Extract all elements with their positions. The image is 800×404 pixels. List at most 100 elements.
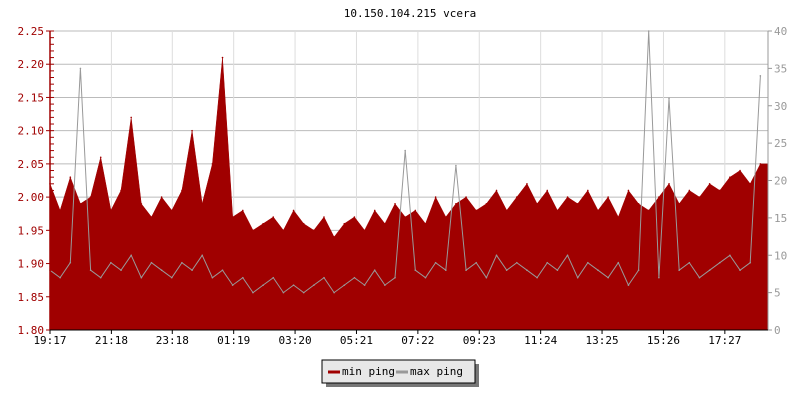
min-ping-point <box>140 202 143 205</box>
max-ping-point <box>434 261 437 264</box>
min-ping-point <box>323 216 325 218</box>
min-ping-point <box>627 189 630 192</box>
x-tick-label: 17:27 <box>708 334 741 347</box>
max-ping-point <box>658 276 660 279</box>
max-ping-point <box>160 269 163 272</box>
max-ping-point <box>140 276 143 279</box>
y-right-tick-label: 0 <box>774 324 781 337</box>
min-ping-point <box>384 222 386 225</box>
min-ping-point <box>79 202 82 205</box>
max-ping-point <box>455 164 457 167</box>
max-ping-point <box>89 269 92 272</box>
min-ping-point <box>434 196 437 198</box>
legend-max-label: max ping <box>410 365 463 378</box>
y-left-tick-label: 2.20 <box>18 58 45 71</box>
max-ping-point <box>292 284 295 286</box>
x-tick-label: 15:26 <box>647 334 680 347</box>
y-left-tick-label: 2.25 <box>18 25 45 38</box>
max-ping-point <box>576 276 579 279</box>
min-ping-point <box>749 183 752 185</box>
min-ping-point <box>272 216 275 218</box>
max-ping-point <box>191 269 193 272</box>
min-ping-point <box>576 202 579 205</box>
max-ping-point <box>414 269 417 272</box>
y-left-tick-label: 2.10 <box>18 125 45 138</box>
max-ping-point <box>170 276 173 279</box>
min-ping-point <box>120 189 122 192</box>
max-ping-point <box>505 269 508 272</box>
max-ping-point <box>272 276 275 279</box>
max-ping-point <box>384 284 386 286</box>
x-tick-label: 09:23 <box>463 334 496 347</box>
min-ping-point <box>698 196 701 198</box>
max-ping-point <box>526 269 528 272</box>
max-ping-point <box>99 276 102 279</box>
max-ping-point <box>587 261 589 264</box>
max-ping-point <box>231 284 234 286</box>
min-ping-point <box>99 156 102 159</box>
x-tick-label: 11:24 <box>524 334 557 347</box>
y-right-tick-label: 20 <box>774 175 787 188</box>
min-ping-point <box>536 202 538 205</box>
y-right-tick-label: 30 <box>774 100 787 113</box>
min-ping-point <box>363 229 366 232</box>
max-ping-point <box>252 291 254 294</box>
min-ping-point <box>302 222 305 225</box>
min-ping-point <box>485 202 488 205</box>
min-ping-point <box>587 189 589 192</box>
max-ping-point <box>242 276 244 279</box>
y-right-tick-label: 40 <box>774 25 787 38</box>
max-ping-point <box>363 284 366 286</box>
min-ping-point <box>647 209 650 212</box>
max-ping-point <box>394 276 396 279</box>
min-ping-point <box>110 209 112 212</box>
x-tick-label: 03:20 <box>279 334 312 347</box>
max-ping-point <box>749 261 752 264</box>
min-ping-point <box>729 176 731 178</box>
min-ping-point <box>211 163 214 165</box>
min-ping-point <box>444 216 447 218</box>
max-ping-point <box>637 269 640 272</box>
min-ping-point <box>292 209 295 212</box>
max-ping-point <box>566 254 569 257</box>
min-ping-point <box>150 216 153 218</box>
min-ping-point <box>739 169 741 172</box>
max-ping-point <box>211 276 214 279</box>
min-ping-point <box>262 222 264 225</box>
max-ping-point <box>708 269 711 272</box>
max-ping-point <box>150 261 153 264</box>
min-ping-point <box>373 209 376 212</box>
x-tick-label: 13:25 <box>585 334 618 347</box>
min-ping-point <box>282 229 285 232</box>
min-ping-point <box>191 129 193 132</box>
max-ping-point <box>221 269 224 272</box>
max-ping-point <box>404 149 406 152</box>
max-ping-point <box>597 269 599 272</box>
max-ping-point <box>373 269 376 272</box>
min-ping-point <box>505 209 508 212</box>
x-tick-label: 07:22 <box>401 334 434 347</box>
max-ping-point <box>485 276 488 279</box>
y-right-tick-label: 10 <box>774 249 787 262</box>
x-tick-label: 21:18 <box>95 334 128 347</box>
max-ping-point <box>69 261 72 264</box>
max-ping-point <box>668 97 670 100</box>
y-left-tick-label: 2.00 <box>18 191 45 204</box>
max-ping-point <box>262 284 264 286</box>
max-ping-point <box>495 254 498 257</box>
min-ping-point <box>455 202 457 205</box>
max-ping-point <box>110 261 112 264</box>
max-ping-point <box>647 30 650 32</box>
min-ping-point <box>313 229 315 232</box>
min-ping-point <box>414 209 417 212</box>
max-ping-point <box>759 75 762 77</box>
min-ping-point <box>556 209 559 212</box>
min-ping-point <box>607 196 609 198</box>
min-ping-point <box>688 189 691 192</box>
max-ping-point <box>424 276 427 279</box>
y-left-tick-label: 1.95 <box>18 224 45 237</box>
max-ping-point <box>698 276 701 279</box>
max-ping-point <box>201 254 204 257</box>
max-ping-point <box>444 269 447 272</box>
